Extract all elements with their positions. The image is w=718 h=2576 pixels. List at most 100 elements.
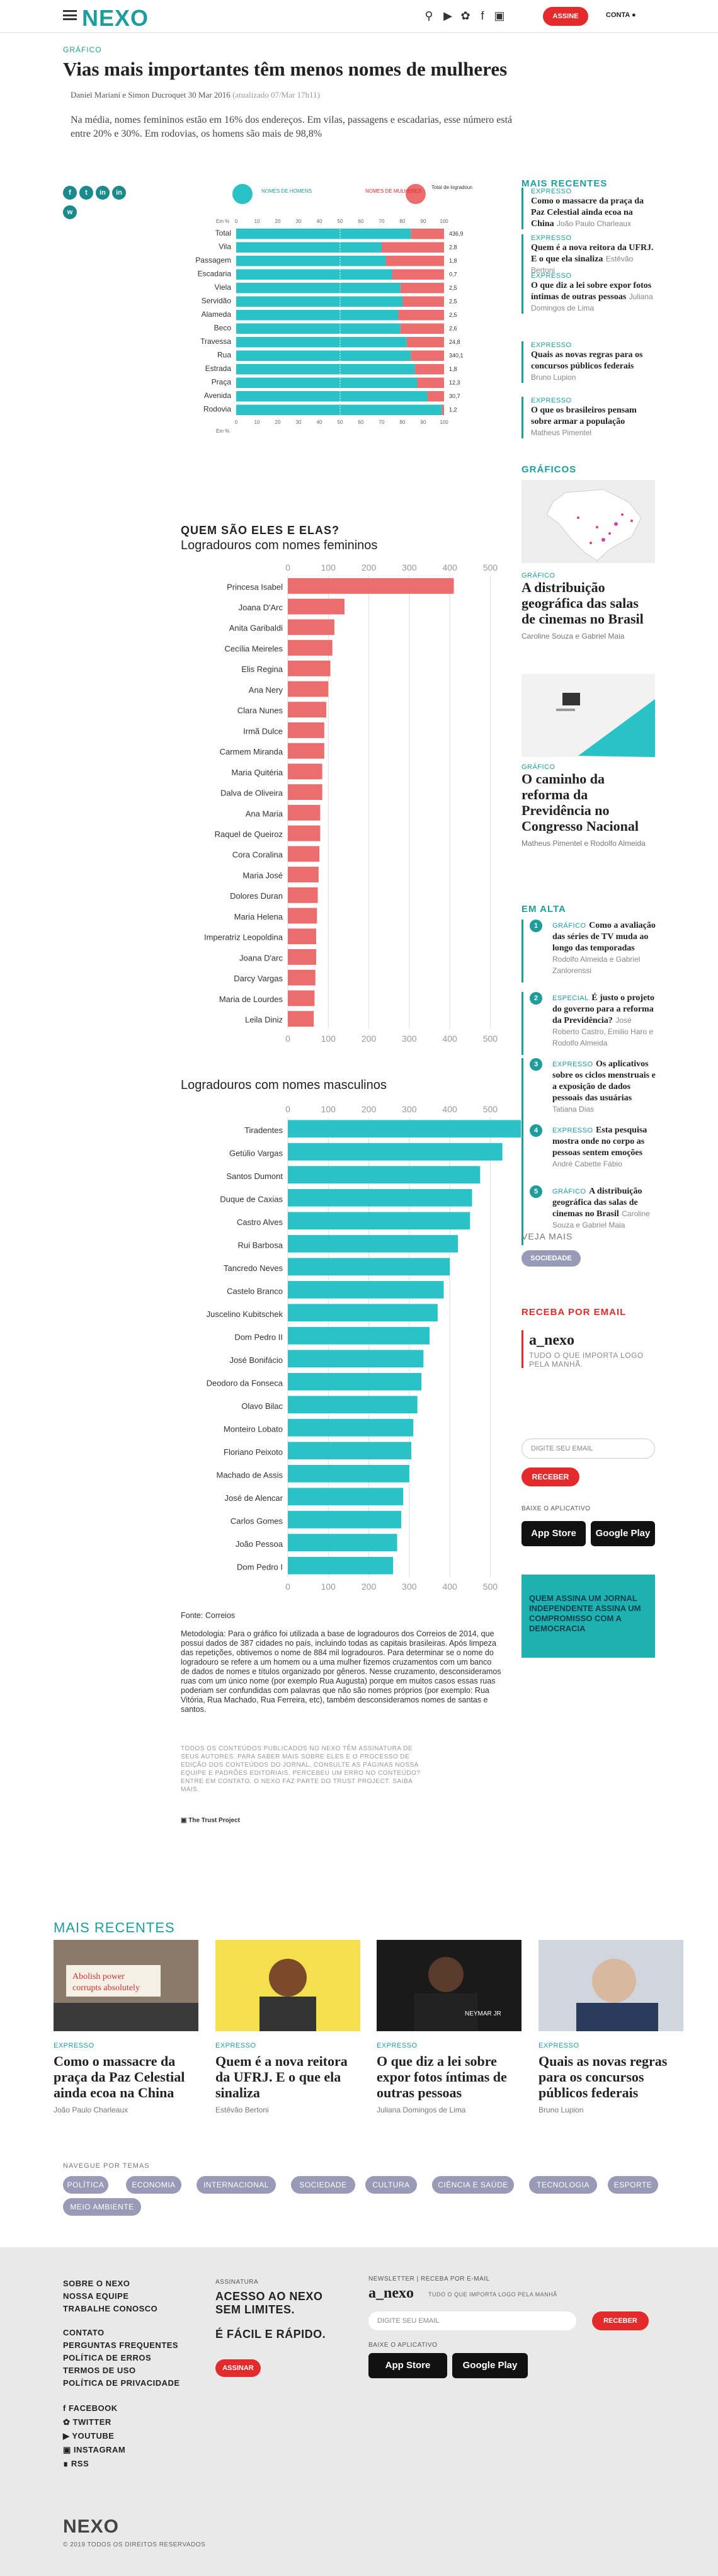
google-play-badge[interactable]: Google Play — [591, 1521, 655, 1546]
sidebar-recent-item[interactable]: EXPRESSO Como o massacre da praça da Paz … — [521, 188, 654, 229]
x-tick-label: 300 — [402, 1034, 417, 1044]
twitter-share-icon[interactable]: t — [79, 186, 93, 200]
sidebar-recent-item[interactable]: EXPRESSO Quem é a nova reitora da UFRJ. E… — [521, 234, 654, 276]
em-alta-item[interactable]: 5 GRÁFICO A distribuição geográfica das s… — [521, 1185, 654, 1245]
youtube-icon[interactable]: ▶ — [443, 9, 452, 22]
total-value: 1,8 — [449, 366, 457, 372]
item-title[interactable]: Esta pesquisa mostra onde no corpo as pe… — [552, 1126, 647, 1158]
assine-button[interactable]: ASSINE — [543, 7, 588, 26]
footer-social[interactable]: ▶ YOUTUBE — [63, 2431, 114, 2441]
anexo-tagline: TUDO O QUE IMPORTA LOGO PELA MANHÃ. — [529, 1351, 644, 1369]
item-title[interactable]: Como o massacre da praça da Paz Celestia… — [531, 197, 644, 229]
recent-card[interactable]: Abolish power corrupts absolutely EXPRESS… — [54, 1940, 198, 2114]
footer-social[interactable]: ▣ INSTAGRAM — [63, 2445, 125, 2455]
item-title[interactable]: Como a avaliação das séries de TV muda a… — [552, 921, 656, 953]
tag-cultura[interactable]: CULTURA — [365, 2176, 417, 2194]
tag-ciencia-saude[interactable]: CIÊNCIA E SAÚDE — [432, 2176, 514, 2194]
assinar-button[interactable]: ASSINAR — [215, 2359, 261, 2377]
card-title[interactable]: Quais as novas regras para os concursos … — [538, 2053, 668, 2100]
item-title[interactable]: O que diz a lei sobre expor fotos íntima… — [531, 281, 652, 302]
footer-link[interactable]: TRABALHE CONOSCO — [63, 2304, 158, 2313]
brazil-map-thumbnail[interactable] — [521, 480, 655, 563]
footer-social[interactable]: ✿ TWITTER — [63, 2417, 111, 2427]
footer-logo[interactable]: NEXO — [63, 2516, 120, 2537]
em-alta-item[interactable]: 2 ESPECIAL É justo o projeto do governo p… — [521, 992, 654, 1055]
item-title[interactable]: Os aplicativos sobre os ciclos menstruai… — [552, 1059, 656, 1103]
footer-link[interactable]: TERMOS DE USO — [63, 2366, 136, 2375]
tag-sociedade[interactable]: SOCIEDADE — [521, 1250, 581, 1267]
whatsapp-share-icon[interactable]: w — [63, 205, 77, 219]
tag-internacional[interactable]: INTERNACIONAL — [197, 2176, 276, 2194]
item-title[interactable]: O que os brasileiros pensam sobre armar … — [531, 406, 637, 426]
subscribe-banner[interactable]: QUEM ASSINA UM JORNAL INDEPENDENTE ASSIN… — [521, 1575, 655, 1658]
tag-tecnologia[interactable]: TECNOLOGIA — [529, 2176, 597, 2194]
footer-link[interactable]: POLÍTICA DE ERROS — [63, 2353, 152, 2362]
twitter-icon[interactable]: ✿ — [460, 9, 470, 22]
em-alta-item[interactable]: 3 EXPRESSO Os aplicativos sobre os ciclos… — [521, 1058, 656, 1127]
footer-social[interactable]: ∎ RSS — [63, 2459, 89, 2469]
recent-card[interactable]: EXPRESSO Quais as novas regras para os c… — [538, 1940, 683, 2114]
search-icon[interactable]: ⚲ — [425, 9, 433, 22]
footer-link[interactable]: SOBRE O NEXO — [63, 2279, 130, 2288]
em-alta-item[interactable]: 1 GRÁFICO Como a avaliação das séries de … — [521, 920, 656, 983]
facebook-share-icon[interactable]: f — [63, 186, 77, 200]
footer-google-play-badge[interactable]: Google Play — [452, 2353, 528, 2378]
item-title[interactable]: A distribuição geográfica das salas de c… — [552, 1187, 642, 1219]
instagram-icon[interactable]: ▣ — [494, 9, 505, 22]
footer-link[interactable]: CONTATO — [63, 2328, 105, 2337]
item-title[interactable]: Quem é a nova reitora da UFRJ. E o que e… — [531, 243, 654, 264]
em-alta-item[interactable]: 4 EXPRESSO Esta pesquisa mostra onde no c… — [521, 1124, 654, 1187]
site-footer: SOBRE O NEXO NOSSA EQUIPE TRABALHE CONOS… — [0, 2247, 718, 2576]
linkedin-share-icon[interactable]: in — [112, 186, 126, 200]
email-input[interactable]: DIGITE SEU EMAIL — [521, 1439, 655, 1459]
footer-link[interactable]: POLÍTICA DE PRIVACIDADE — [63, 2378, 180, 2388]
footer-link[interactable]: PERGUNTAS FREQUENTES — [63, 2340, 179, 2350]
item-title[interactable]: É justo o projeto do governo para a refo… — [552, 993, 654, 1025]
bar-mulheres — [400, 283, 444, 294]
app-store-badge[interactable]: App Store — [521, 1521, 586, 1546]
conta-button[interactable]: CONTA ● — [606, 11, 636, 19]
logo[interactable]: NEXO — [82, 5, 149, 31]
bar — [288, 1326, 430, 1345]
card-title[interactable]: O que diz a lei sobre expor fotos íntima… — [377, 2053, 507, 2100]
footer-social[interactable]: f FACEBOOK — [63, 2403, 118, 2413]
category-label: Rui Barbosa — [237, 1240, 283, 1250]
social-label: RSS — [71, 2459, 89, 2468]
site-header: NEXO ⚲ ▶ ✿ f ▣ ASSINE CONTA ● — [0, 0, 718, 33]
bar — [288, 867, 319, 882]
x-tick-label: 400 — [442, 1034, 457, 1044]
tag-politica[interactable]: POLÍTICA — [63, 2176, 108, 2194]
footer-email-input[interactable]: DIGITE SEU EMAIL — [368, 2311, 576, 2330]
card-title[interactable]: O caminho da reforma da Previdência no C… — [521, 771, 639, 834]
card-title[interactable]: Como o massacre da praça da Paz Celestia… — [54, 2053, 185, 2100]
bar — [288, 1280, 444, 1299]
menu-icon[interactable] — [63, 10, 77, 20]
sidebar-recent-item[interactable]: EXPRESSO O que diz a lei sobre expor foto… — [521, 272, 654, 314]
recent-card[interactable]: EXPRESSO Quem é a nova reitora da UFRJ. … — [215, 1940, 360, 2114]
recent-card[interactable]: NEYMAR JR EXPRESSO O que diz a lei sobre… — [377, 1940, 521, 2114]
trust-project-logo[interactable]: ▣ The Trust Project — [181, 1817, 240, 1824]
card-title[interactable]: A distribuição geográfica das salas de c… — [521, 579, 644, 627]
item-title[interactable]: Quais as novas regras para os concursos … — [531, 350, 643, 371]
receber-button[interactable]: RECEBER — [521, 1468, 579, 1486]
footer-receber-button[interactable]: RECEBER — [592, 2311, 649, 2330]
footer-link[interactable]: NOSSA EQUIPE — [63, 2291, 129, 2301]
tag-esporte[interactable]: ESPORTE — [608, 2176, 658, 2194]
sidebar-recent-item[interactable]: EXPRESSO Quais as novas regras para os co… — [521, 341, 654, 383]
sidebar-grafico-card[interactable]: GRÁFICO O caminho da reforma da Previdênc… — [521, 763, 654, 848]
bar-homens — [236, 256, 386, 266]
footer-app-store-badge[interactable]: App Store — [368, 2353, 447, 2378]
google-share-icon[interactable]: in — [96, 186, 110, 200]
previdencia-thumbnail[interactable] — [521, 674, 655, 757]
protest-photo: Abolish power corrupts absolutely — [54, 1940, 198, 2031]
sidebar-recent-item[interactable]: EXPRESSO O que os brasileiros pensam sobr… — [521, 397, 654, 438]
tag-economia[interactable]: ECONOMIA — [126, 2176, 181, 2194]
category-label: Elis Regina — [241, 664, 283, 674]
tag-sociedade[interactable]: SOCIEDADE — [291, 2176, 355, 2194]
sidebar-grafico-card[interactable]: GRÁFICO A distribuição geográfica das sal… — [521, 572, 654, 641]
tag-meio-ambiente[interactable]: MEIO AMBIENTE — [63, 2198, 141, 2216]
category-label: Servidão — [202, 297, 232, 305]
card-title[interactable]: Quem é a nova reitora da UFRJ. E o que e… — [215, 2053, 348, 2100]
facebook-icon[interactable]: f — [481, 9, 484, 22]
category-label: Escadaria — [198, 270, 232, 278]
